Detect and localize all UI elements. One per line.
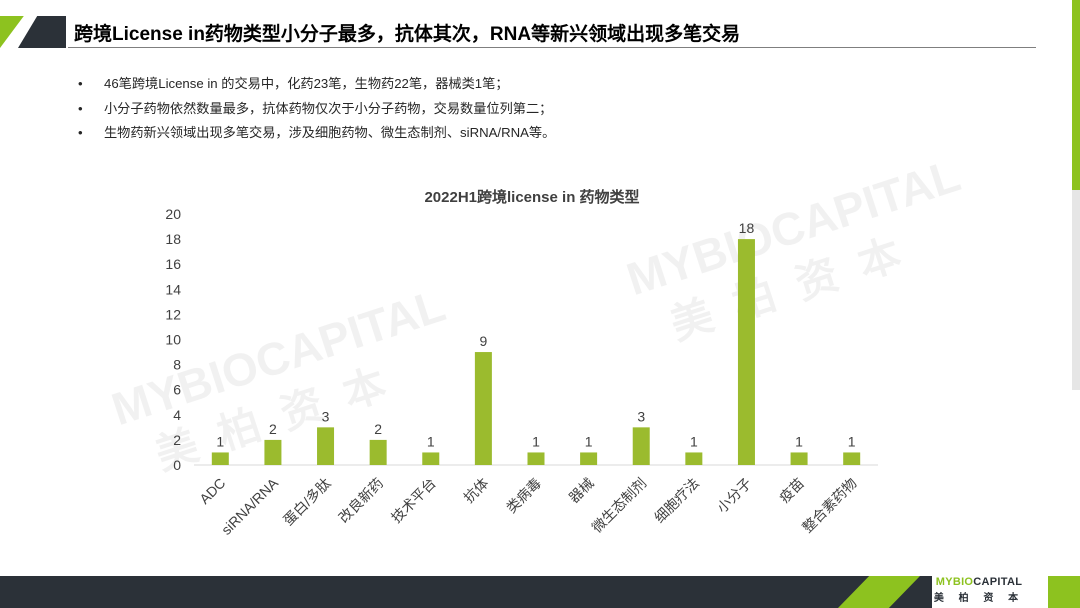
x-tick-label: 改良新药 (335, 475, 386, 526)
data-label: 1 (585, 433, 593, 449)
bullet-text: 46笔跨境License in 的交易中，化药23笔，生物药22笔，器械类1笔； (104, 76, 509, 91)
y-tick-label: 14 (165, 281, 181, 297)
y-tick-label: 18 (165, 231, 181, 247)
bar (790, 452, 808, 465)
x-tick-label: 微生态制剂 (589, 475, 650, 536)
right-grey-bar (1072, 190, 1080, 390)
title-bar: 跨境License in药物类型小分子最多，抗体其次，RNA等新兴领域出现多笔交… (0, 16, 1036, 48)
y-tick-label: 12 (165, 306, 181, 322)
data-label: 3 (322, 408, 330, 424)
data-label: 2 (269, 421, 277, 437)
data-label: 1 (848, 433, 856, 449)
bullet-item: • 小分子药物依然数量最多，抗体药物仅次于小分子药物，交易数量位列第二； (76, 99, 555, 124)
data-label: 1 (795, 433, 803, 449)
data-label: 1 (690, 433, 698, 449)
x-tick-label: 整合素药物 (799, 475, 860, 536)
bullet-item: • 46笔跨境License in 的交易中，化药23笔，生物药22笔，器械类1笔… (76, 74, 555, 99)
data-label: 18 (739, 220, 755, 236)
data-label: 1 (216, 433, 224, 449)
y-tick-label: 10 (165, 332, 181, 348)
right-accent-bar (1072, 0, 1080, 190)
y-tick-label: 2 (173, 432, 181, 448)
bar (474, 352, 492, 465)
footer-green-block (1048, 576, 1080, 608)
x-tick-label: 小分子 (714, 475, 755, 516)
bar (317, 427, 335, 465)
data-label: 2 (374, 421, 382, 437)
brand-logo: MYBIOCAPITAL 美 柏 资 本 (932, 576, 1026, 604)
bar (422, 452, 440, 465)
x-tick-label: siRNA/RNA (218, 474, 281, 537)
bar (685, 452, 703, 465)
bar (527, 452, 545, 465)
y-tick-label: 4 (173, 407, 181, 423)
logo-wordmark: MYBIOCAPITAL (935, 576, 1023, 588)
data-label: 1 (532, 433, 540, 449)
y-tick-label: 6 (173, 382, 181, 398)
bar (737, 239, 755, 465)
x-tick-label: ADC (196, 475, 228, 507)
x-tick-label: 疫苗 (776, 475, 807, 506)
bullet-list: • 46笔跨境License in 的交易中，化药23笔，生物药22笔，器械类1笔… (76, 74, 555, 148)
data-label: 3 (637, 408, 645, 424)
y-tick-label: 0 (173, 457, 181, 473)
x-tick-label: 类病毒 (503, 475, 544, 516)
chart-plot: 0 2 4 6 8 10 12 14 16 18 20 1 ADC 2 siRNA/RNA 3 蛋白/多肽 2 改良… (165, 206, 878, 538)
x-tick-label: 技术平台 (388, 475, 439, 526)
bullet-text: 小分子药物依然数量最多，抗体药物仅次于小分子药物，交易数量位列第二； (104, 100, 553, 116)
footer-bar (0, 576, 932, 608)
x-tick-label: 器械 (566, 475, 597, 506)
data-label: 1 (427, 433, 435, 449)
bar (632, 427, 650, 465)
bar (369, 439, 387, 465)
bar (264, 439, 282, 465)
chart-title: 2022H1跨境license in 药物类型 (424, 188, 639, 206)
bar (580, 452, 598, 465)
bullet-dot: • (78, 100, 83, 116)
bullet-dot: • (78, 125, 83, 140)
x-tick-label: 细胞疗法 (651, 475, 702, 526)
x-tick-label: 抗体 (460, 475, 491, 506)
logo-chinese: 美 柏 资 本 (933, 593, 1025, 604)
y-tick-label: 20 (165, 206, 181, 222)
bullet-text: 生物药新兴领域出现多笔交易，涉及细胞药物、微生态制剂、siRNA/RNA等。 (104, 125, 556, 140)
x-tick-label: 蛋白/多肽 (280, 475, 334, 529)
y-tick-label: 8 (173, 357, 181, 373)
bar (843, 452, 861, 465)
bullet-item: • 生物药新兴领域出现多笔交易，涉及细胞药物、微生态制剂、siRNA/RNA等。 (76, 123, 555, 148)
title-divider (68, 47, 1036, 48)
bar (211, 452, 229, 465)
y-tick-label: 16 (165, 256, 181, 272)
page-title: 跨境License in药物类型小分子最多，抗体其次，RNA等新兴领域出现多笔交… (74, 24, 741, 45)
data-label: 9 (479, 333, 487, 349)
bullet-dot: • (78, 76, 83, 91)
